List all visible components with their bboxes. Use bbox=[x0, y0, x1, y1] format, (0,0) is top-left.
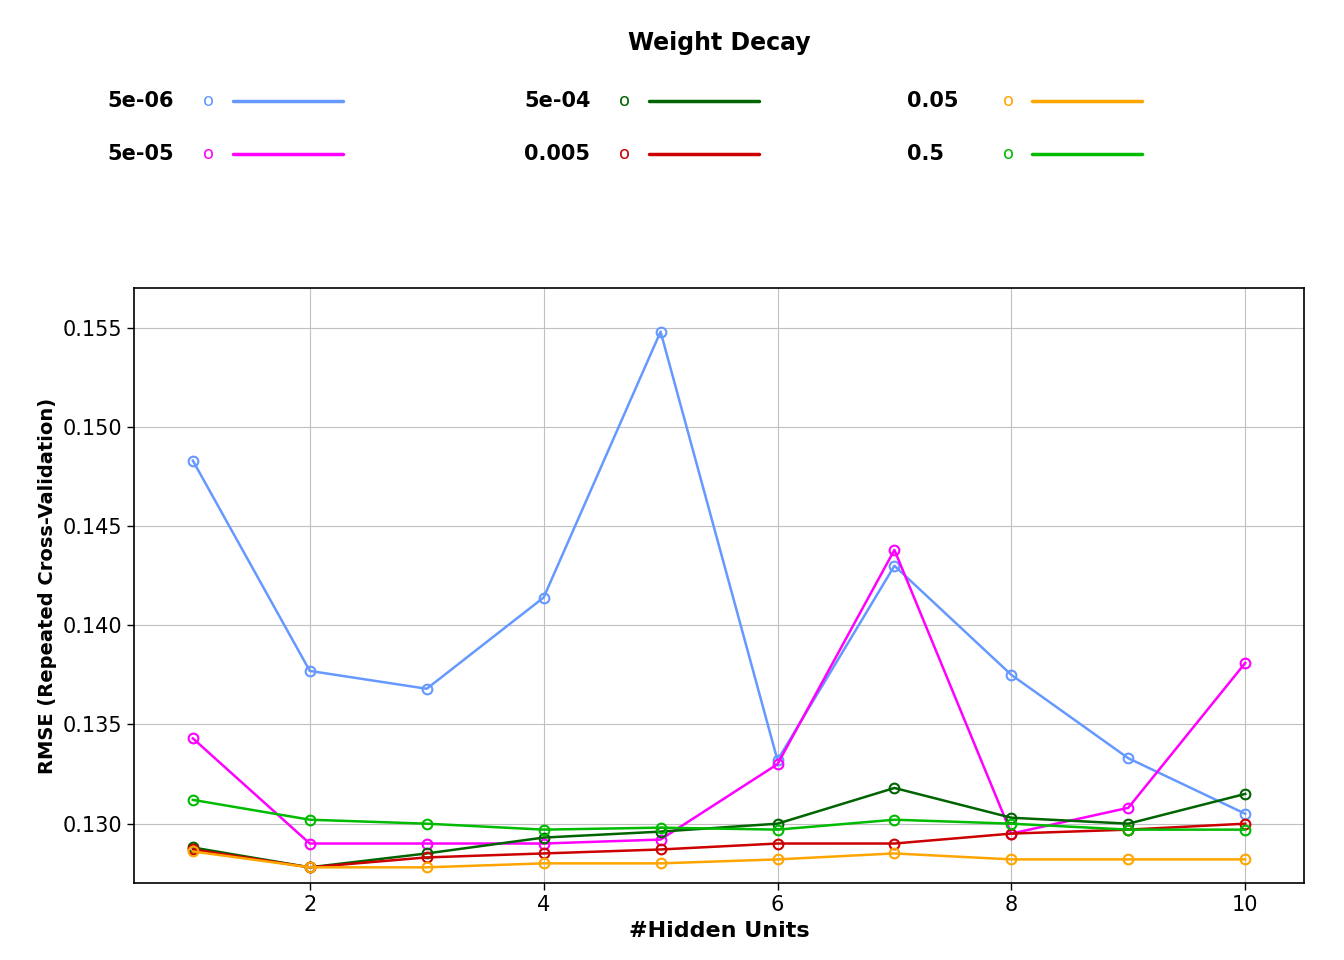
Text: o: o bbox=[620, 145, 630, 162]
Text: 5e-04: 5e-04 bbox=[524, 91, 590, 110]
Text: o: o bbox=[1003, 92, 1013, 109]
Text: o: o bbox=[620, 92, 630, 109]
Text: o: o bbox=[1003, 145, 1013, 162]
Text: o: o bbox=[203, 145, 214, 162]
Text: 0.05: 0.05 bbox=[907, 91, 958, 110]
X-axis label: #Hidden Units: #Hidden Units bbox=[629, 921, 809, 941]
Text: 5e-06: 5e-06 bbox=[108, 91, 173, 110]
Text: 0.005: 0.005 bbox=[524, 144, 590, 163]
Text: o: o bbox=[203, 92, 214, 109]
Y-axis label: RMSE (Repeated Cross-Validation): RMSE (Repeated Cross-Validation) bbox=[39, 397, 58, 774]
Text: 5e-05: 5e-05 bbox=[108, 144, 175, 163]
Text: 0.5: 0.5 bbox=[907, 144, 945, 163]
Text: Weight Decay: Weight Decay bbox=[628, 32, 810, 56]
